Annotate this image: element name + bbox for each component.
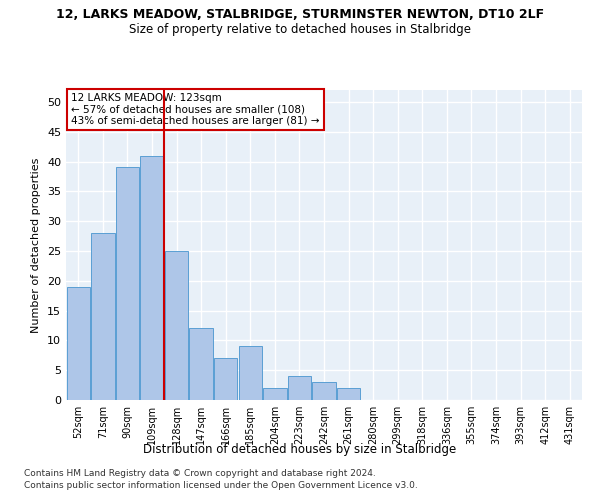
Bar: [313, 382, 335, 400]
Bar: [214, 358, 238, 400]
Y-axis label: Number of detached properties: Number of detached properties: [31, 158, 41, 332]
Text: Contains public sector information licensed under the Open Government Licence v3: Contains public sector information licen…: [24, 481, 418, 490]
Text: Size of property relative to detached houses in Stalbridge: Size of property relative to detached ho…: [129, 22, 471, 36]
Bar: [263, 388, 287, 400]
Text: Contains HM Land Registry data © Crown copyright and database right 2024.: Contains HM Land Registry data © Crown c…: [24, 468, 376, 477]
Bar: [190, 328, 213, 400]
Text: 12 LARKS MEADOW: 123sqm
← 57% of detached houses are smaller (108)
43% of semi-d: 12 LARKS MEADOW: 123sqm ← 57% of detache…: [71, 93, 320, 126]
Bar: [116, 168, 139, 400]
Bar: [91, 233, 115, 400]
Bar: [288, 376, 311, 400]
Text: Distribution of detached houses by size in Stalbridge: Distribution of detached houses by size …: [143, 442, 457, 456]
Bar: [165, 251, 188, 400]
Bar: [67, 286, 90, 400]
Text: 12, LARKS MEADOW, STALBRIDGE, STURMINSTER NEWTON, DT10 2LF: 12, LARKS MEADOW, STALBRIDGE, STURMINSTE…: [56, 8, 544, 20]
Bar: [239, 346, 262, 400]
Bar: [140, 156, 164, 400]
Bar: [337, 388, 360, 400]
